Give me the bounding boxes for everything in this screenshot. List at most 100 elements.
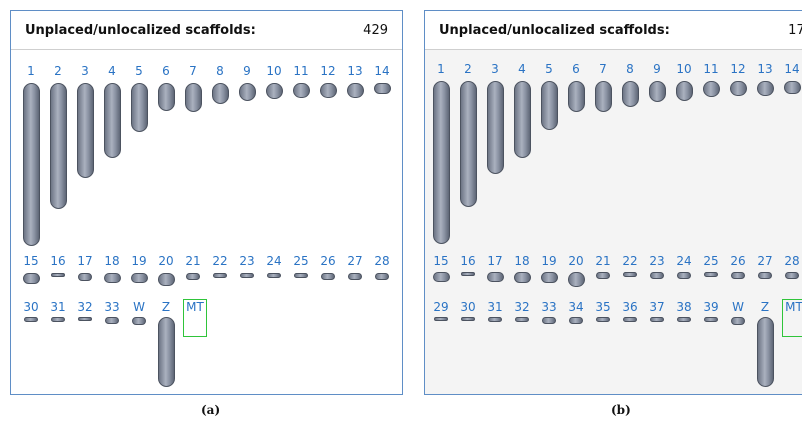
chromosome-label-29[interactable]: 29 — [433, 300, 449, 314]
chromosome-31[interactable] — [488, 317, 502, 322]
chromosome-label-17[interactable]: 17 — [77, 254, 93, 268]
chromosome-label-5[interactable]: 5 — [545, 62, 553, 76]
chromosome-label-8[interactable]: 8 — [626, 62, 634, 76]
chromosome-label-24[interactable]: 24 — [676, 254, 692, 268]
chromosome-2[interactable] — [49, 83, 67, 209]
chromosome-9[interactable] — [648, 81, 666, 103]
chromosome-13[interactable] — [756, 81, 774, 96]
chromosome-6[interactable] — [157, 83, 175, 111]
chromosome-label-16[interactable]: 16 — [460, 254, 476, 268]
chromosome-3[interactable] — [486, 81, 504, 174]
chromosome-label-39[interactable]: 39 — [703, 300, 719, 314]
chromosome-15[interactable] — [432, 272, 450, 282]
chromosome-25[interactable] — [704, 272, 718, 277]
chromosome-25[interactable] — [294, 273, 308, 278]
chromosome-12[interactable] — [319, 83, 337, 98]
chromosome-label-14[interactable]: 14 — [784, 62, 800, 76]
chromosome-15[interactable] — [22, 273, 40, 285]
chromosome-label-37[interactable]: 37 — [649, 300, 665, 314]
chromosome-label-3[interactable]: 3 — [491, 62, 499, 76]
chromosome-label-7[interactable]: 7 — [189, 64, 197, 78]
chromosome-19[interactable] — [540, 272, 558, 284]
chromosome-label-2[interactable]: 2 — [54, 64, 62, 78]
chromosome-22[interactable] — [213, 273, 227, 278]
chromosome-11[interactable] — [702, 81, 720, 98]
chromosome-7[interactable] — [184, 83, 202, 113]
chromosome-label-35[interactable]: 35 — [595, 300, 611, 314]
chromosome-33[interactable] — [542, 317, 556, 324]
chromosome-20[interactable] — [157, 273, 175, 287]
chromosome-label-w[interactable]: W — [732, 300, 744, 314]
chromosome-mt-highlight[interactable]: MT — [782, 299, 802, 337]
chromosome-11[interactable] — [292, 83, 310, 98]
chromosome-27[interactable] — [348, 273, 362, 280]
chromosome-8[interactable] — [621, 81, 639, 108]
chromosome-label-24[interactable]: 24 — [266, 254, 282, 268]
chromosome-label-25[interactable]: 25 — [703, 254, 719, 268]
chromosome-22[interactable] — [623, 272, 637, 277]
chromosome-w[interactable] — [132, 317, 146, 326]
chromosome-30[interactable] — [461, 317, 475, 321]
chromosome-10[interactable] — [265, 83, 283, 100]
chromosome-39[interactable] — [704, 317, 718, 322]
chromosome-label-32[interactable]: 32 — [77, 300, 93, 314]
chromosome-5[interactable] — [540, 81, 558, 130]
chromosome-w[interactable] — [731, 317, 745, 326]
chromosome-23[interactable] — [240, 273, 254, 278]
chromosome-label-28[interactable]: 28 — [784, 254, 800, 268]
chromosome-label-12[interactable]: 12 — [730, 62, 746, 76]
unplaced-scaffolds-count[interactable]: 429 — [363, 23, 388, 38]
chromosome-18[interactable] — [103, 273, 121, 283]
chromosome-label-18[interactable]: 18 — [514, 254, 530, 268]
chromosome-5[interactable] — [130, 83, 148, 132]
chromosome-label-10[interactable]: 10 — [676, 62, 692, 76]
chromosome-label-4[interactable]: 4 — [108, 64, 116, 78]
chromosome-label-31[interactable]: 31 — [487, 300, 503, 314]
chromosome-28[interactable] — [375, 273, 389, 280]
chromosome-label-33[interactable]: 33 — [541, 300, 557, 314]
chromosome-10[interactable] — [675, 81, 693, 101]
chromosome-26[interactable] — [731, 272, 745, 279]
chromosome-label-6[interactable]: 6 — [162, 64, 170, 78]
chromosome-30[interactable] — [24, 317, 38, 322]
chromosome-label-17[interactable]: 17 — [487, 254, 503, 268]
chromosome-28[interactable] — [785, 272, 799, 279]
chromosome-label-12[interactable]: 12 — [320, 64, 336, 78]
chromosome-21[interactable] — [596, 272, 610, 279]
chromosome-label-27[interactable]: 27 — [347, 254, 363, 268]
chromosome-label-30[interactable]: 30 — [460, 300, 476, 314]
chromosome-34[interactable] — [569, 317, 583, 324]
chromosome-2[interactable] — [459, 81, 477, 207]
chromosome-label-16[interactable]: 16 — [50, 254, 66, 268]
chromosome-17[interactable] — [78, 273, 92, 282]
chromosome-label-7[interactable]: 7 — [599, 62, 607, 76]
chromosome-label-23[interactable]: 23 — [649, 254, 665, 268]
chromosome-label-1[interactable]: 1 — [27, 64, 35, 78]
chromosome-33[interactable] — [105, 317, 119, 324]
chromosome-1[interactable] — [22, 83, 40, 246]
chromosome-29[interactable] — [434, 317, 448, 321]
chromosome-label-22[interactable]: 22 — [212, 254, 228, 268]
chromosome-label-11[interactable]: 11 — [703, 62, 719, 76]
chromosome-13[interactable] — [346, 83, 364, 98]
chromosome-1[interactable] — [432, 81, 450, 244]
chromosome-6[interactable] — [567, 81, 585, 112]
chromosome-3[interactable] — [76, 83, 94, 178]
chromosome-label-18[interactable]: 18 — [104, 254, 120, 268]
chromosome-label-34[interactable]: 34 — [568, 300, 584, 314]
chromosome-19[interactable] — [130, 273, 148, 283]
chromosome-26[interactable] — [321, 273, 335, 280]
chromosome-27[interactable] — [758, 272, 772, 279]
chromosome-9[interactable] — [238, 83, 256, 101]
chromosome-18[interactable] — [513, 272, 531, 284]
chromosome-label-3[interactable]: 3 — [81, 64, 89, 78]
chromosome-20[interactable] — [567, 272, 585, 287]
chromosome-label-4[interactable]: 4 — [518, 62, 526, 76]
chromosome-label-32[interactable]: 32 — [514, 300, 530, 314]
chromosome-label-8[interactable]: 8 — [216, 64, 224, 78]
chromosome-32[interactable] — [515, 317, 529, 322]
chromosome-label-z[interactable]: Z — [760, 300, 770, 314]
chromosome-16[interactable] — [461, 272, 475, 276]
chromosome-7[interactable] — [594, 81, 612, 112]
chromosome-label-19[interactable]: 19 — [131, 254, 147, 268]
